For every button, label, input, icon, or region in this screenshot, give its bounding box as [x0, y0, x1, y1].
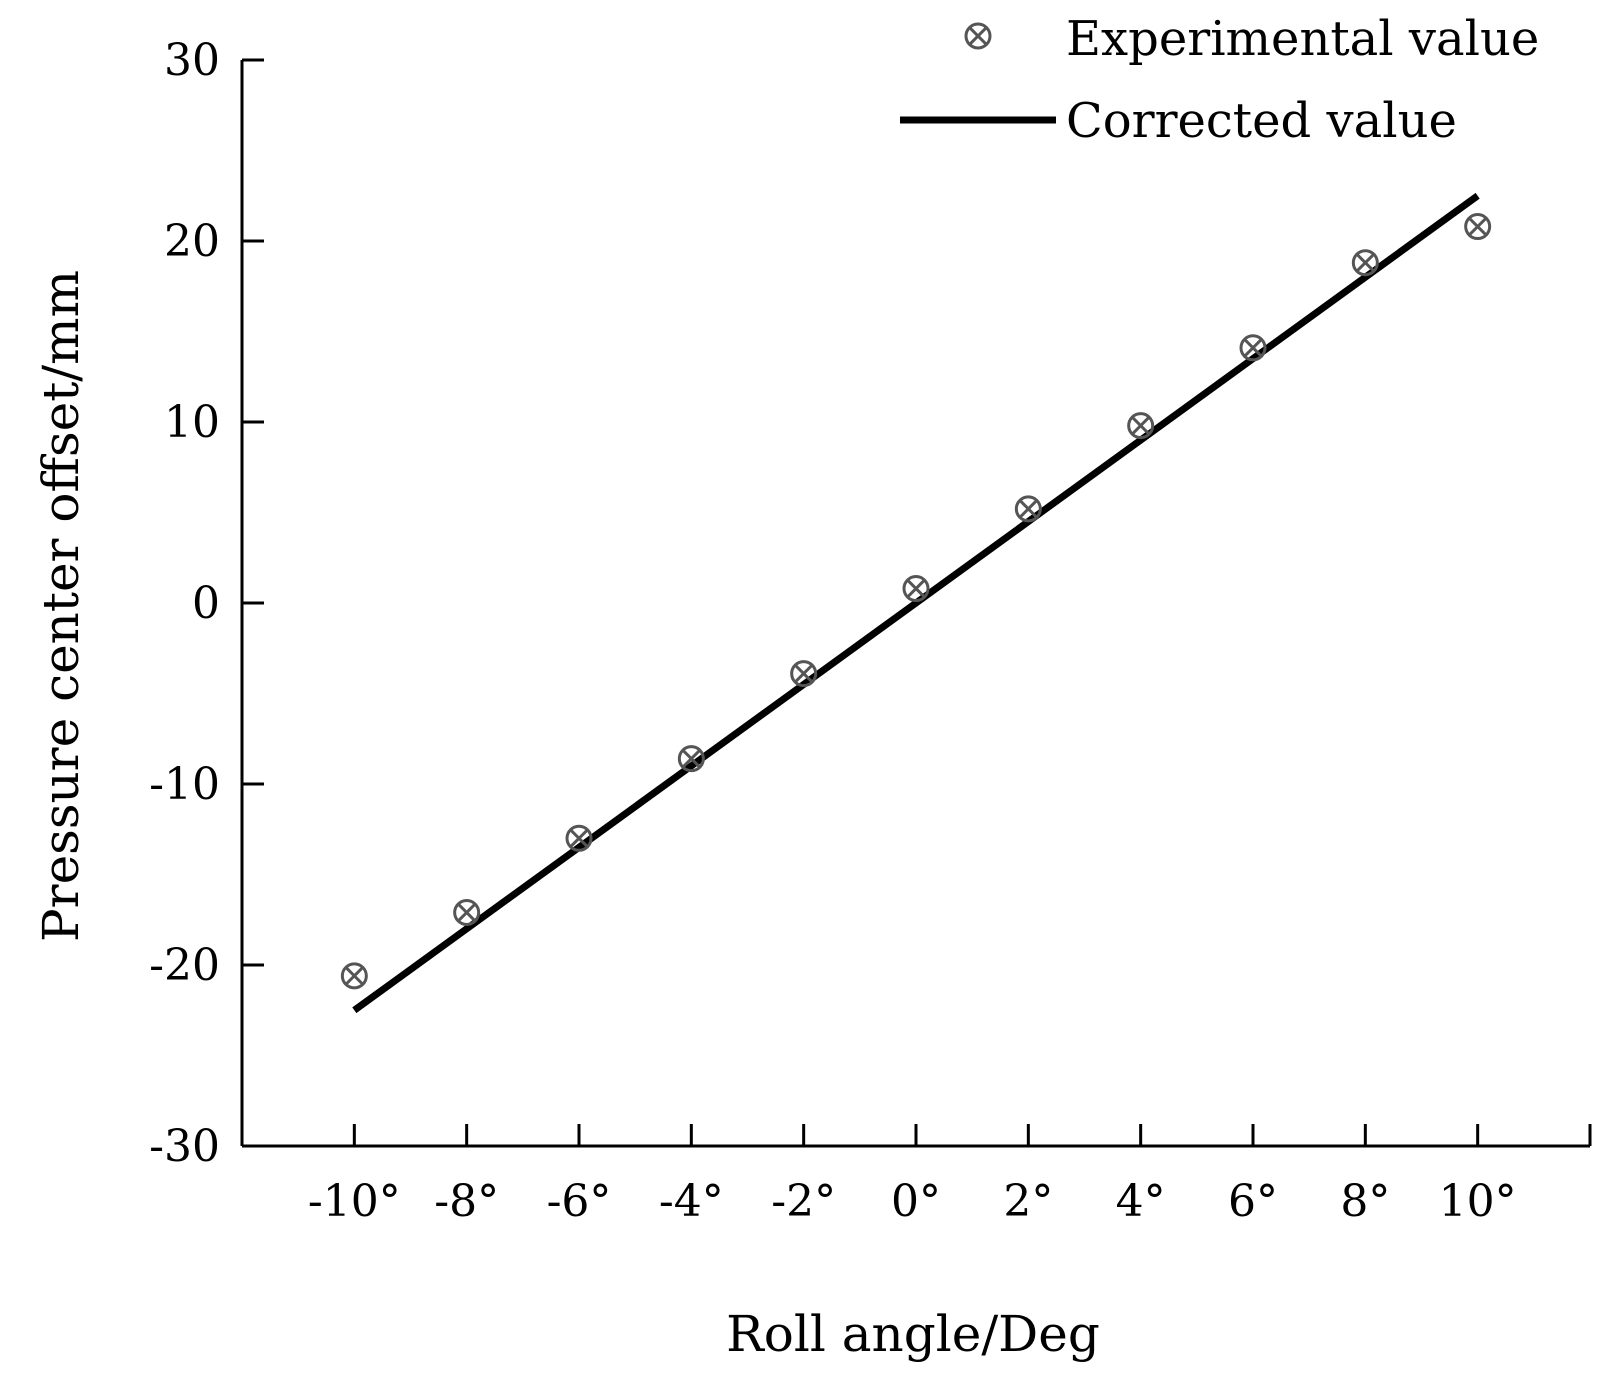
x-tick-label: 2° — [1003, 1176, 1053, 1227]
y-axis-label: Pressure center offset/mm — [32, 270, 90, 942]
experimental-point — [1351, 249, 1379, 277]
experimental-point — [1464, 213, 1492, 241]
experimental-point — [1239, 334, 1267, 362]
legend: Experimental value Corrected value — [900, 11, 1539, 149]
legend-label-corrected: Corrected value — [1066, 93, 1457, 149]
x-tick-label: -10° — [308, 1176, 401, 1227]
experimental-point — [340, 962, 368, 990]
experimental-point — [1014, 495, 1042, 523]
experimental-point — [1127, 412, 1155, 440]
y-tick-label: 10 — [164, 397, 220, 448]
experimental-point — [790, 660, 818, 688]
y-tick-label: -20 — [149, 940, 220, 991]
y-tick-label: 20 — [164, 216, 220, 267]
x-tick-label: 6° — [1228, 1176, 1278, 1227]
y-tick-label: -30 — [149, 1121, 220, 1172]
legend-item-experimental: Experimental value — [964, 11, 1539, 67]
legend-marker-symbol — [964, 22, 992, 50]
corrected-value-line — [352, 192, 1480, 1014]
legend-label-experimental: Experimental value — [1066, 11, 1539, 67]
experimental-point — [677, 745, 705, 773]
plot-area: 30 20 10 0 -10 -20 -30 -10° -8° -6° -4° -2° 0° 2° 4° 6°… — [149, 35, 1592, 1227]
y-tick-label: 30 — [164, 35, 220, 86]
experimental-point — [453, 899, 481, 927]
legend-marker-experimental — [964, 22, 992, 50]
x-tick-label: -8° — [434, 1176, 499, 1227]
x-tick-label: 4° — [1116, 1176, 1166, 1227]
legend-item-corrected: Corrected value — [900, 93, 1457, 149]
x-axis-label: Roll angle/Deg — [726, 1305, 1100, 1363]
experimental-point — [565, 824, 593, 852]
x-tick-label: -4° — [659, 1176, 724, 1227]
y-tick-label: -10 — [149, 759, 220, 810]
y-tick-label: 0 — [192, 578, 220, 629]
x-tick-label: 0° — [891, 1176, 941, 1227]
x-tick-label: -2° — [771, 1176, 836, 1227]
x-tick-label: 10° — [1439, 1176, 1517, 1227]
x-tick-label: -6° — [547, 1176, 612, 1227]
x-tick-label: 8° — [1340, 1176, 1390, 1227]
experimental-point — [902, 575, 930, 603]
